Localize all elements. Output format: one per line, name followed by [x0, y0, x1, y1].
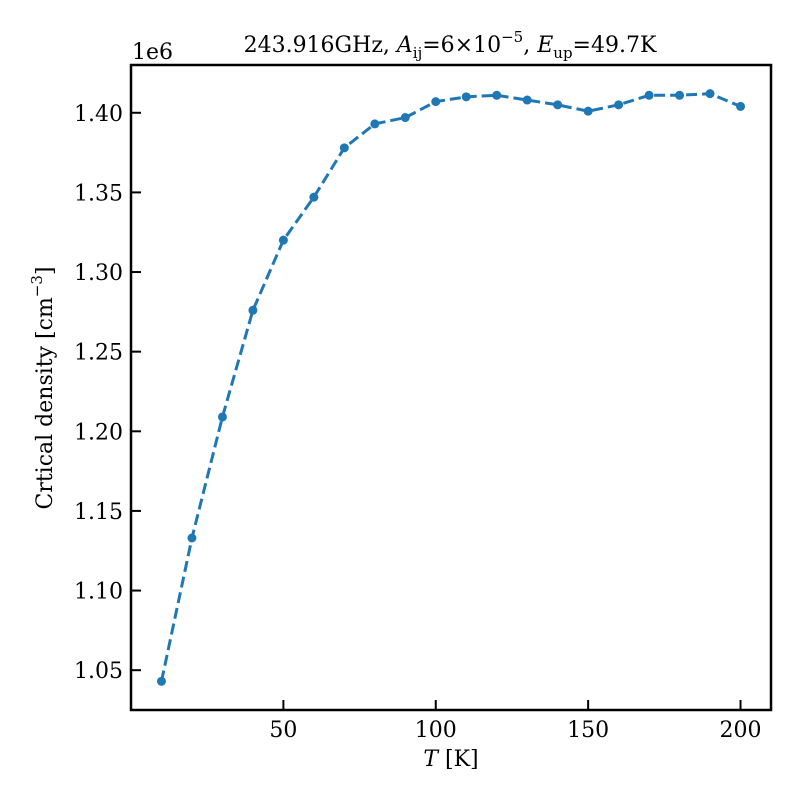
data-point: [339, 143, 349, 153]
plot-frame: [129, 63, 773, 712]
y-tick-label: 1.35: [74, 181, 123, 206]
data-point: [736, 101, 746, 111]
series-line: [160, 92, 742, 682]
data-point: [644, 90, 654, 100]
data-point: [492, 90, 502, 100]
x-tick-label: 100: [415, 718, 457, 743]
data-point: [705, 89, 715, 99]
data-point: [370, 119, 380, 129]
x-axis-label: T [K]: [423, 747, 478, 772]
data-point: [400, 113, 410, 123]
y-tick-label: 1.25: [74, 341, 123, 366]
data-point: [248, 305, 258, 315]
data-point: [217, 412, 227, 422]
x-tick-label: 150: [567, 718, 609, 743]
y-axis-ticks: 1.05 1.10 1.15 1.20 1.25 1.30 1.35 1.40: [74, 102, 141, 684]
data-point: [187, 533, 197, 543]
data-point: [522, 95, 532, 105]
y-tick-label: 1.20: [74, 420, 123, 445]
data-point: [156, 676, 166, 686]
x-tick-label: 200: [720, 718, 762, 743]
data-point: [583, 106, 593, 116]
y-offset-label: 1e6: [132, 40, 173, 65]
chart-title: 243.916GHz, Aij=6×10−5, Eup=49.7K: [244, 28, 657, 62]
y-tick-label: 1.10: [74, 580, 123, 605]
y-tick-label: 1.40: [74, 102, 123, 127]
data-point: [278, 235, 288, 245]
data-point: [309, 192, 319, 202]
y-tick-label: 1.05: [74, 659, 123, 684]
x-tick-label: 50: [269, 718, 297, 743]
data-point: [675, 90, 685, 100]
data-series: [156, 89, 746, 686]
y-tick-label: 1.30: [74, 261, 123, 286]
x-axis-ticks: 50 100 150 200: [269, 700, 762, 743]
data-point: [461, 92, 471, 102]
y-axis-label: Crtical density [cm−3]: [28, 266, 58, 509]
data-point: [431, 97, 441, 107]
y-tick-label: 1.15: [74, 500, 123, 525]
data-point: [614, 100, 624, 110]
data-point: [553, 100, 563, 110]
